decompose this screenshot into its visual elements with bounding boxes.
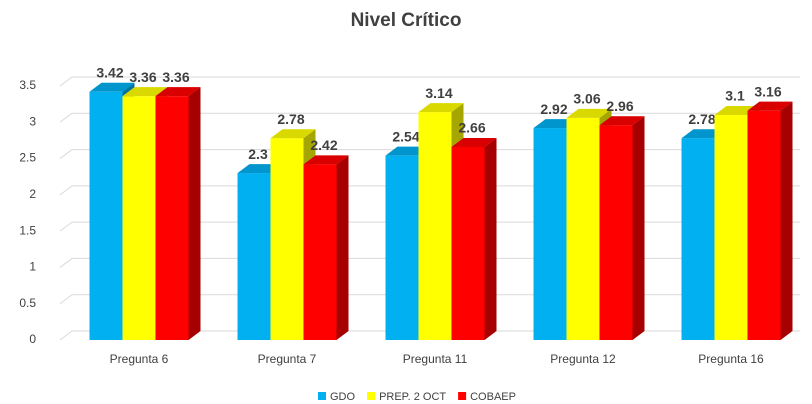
bar (747, 101, 793, 340)
legend-label: COBAEP (470, 391, 516, 403)
bar-front (566, 117, 600, 340)
bar-top-shade (155, 87, 201, 97)
legend-item: GDO (318, 391, 356, 403)
bar-side (484, 137, 497, 340)
bar-side-shade (484, 137, 497, 340)
bar-side-shade (336, 155, 349, 340)
bar-side (780, 101, 793, 340)
legend-swatch (458, 392, 467, 400)
grid-line (59, 76, 800, 87)
bar-side-shade (780, 101, 793, 340)
bar (451, 137, 497, 340)
chart-title: Nivel Crítico (351, 10, 462, 31)
bar-front (681, 138, 715, 340)
legend-swatch (367, 392, 376, 400)
x-tick-label: Pregunta 12 (550, 352, 616, 366)
y-tick-label: 2 (29, 187, 36, 201)
bar-top (155, 87, 201, 97)
y-tick-label: 1.5 (19, 223, 36, 237)
bar-front (451, 146, 485, 340)
bar-top (566, 108, 612, 118)
value-label: 2.92 (540, 101, 567, 117)
bar-top (270, 129, 316, 139)
bar-front (385, 155, 419, 340)
y-tick-label: 0 (29, 332, 36, 346)
bar-front (237, 173, 271, 340)
bar-top (122, 87, 168, 97)
bar-front (303, 164, 337, 340)
legend-swatch (318, 392, 326, 400)
bar-side-shade (188, 87, 201, 340)
value-label: 2.42 (310, 137, 337, 153)
legend-item: PREP. 2 OCT (367, 391, 446, 403)
y-tick-label: 2.5 (19, 151, 36, 165)
bar-top-shade (599, 116, 645, 126)
value-label: 3.36 (162, 69, 189, 85)
bar-top (599, 116, 645, 126)
y-tick-label: 1 (29, 260, 36, 274)
bar-front (747, 110, 781, 340)
legend-label: PREP. 2 OCT (379, 391, 446, 403)
bar-top (418, 103, 464, 113)
value-label: 2.66 (458, 120, 485, 136)
bar-side (336, 155, 349, 340)
bar-top-shade (747, 101, 793, 111)
bar-top (303, 155, 349, 165)
bar-top (747, 101, 793, 111)
bar-front (533, 128, 567, 340)
x-tick-label: Pregunta 6 (110, 352, 169, 366)
bar-top-shade (303, 155, 349, 165)
value-label: 2.78 (277, 111, 304, 127)
x-tick-label: Pregunta 16 (698, 352, 764, 366)
bar-front (122, 96, 156, 340)
bar-top-shade (89, 82, 135, 92)
legend-label: GDO (330, 391, 356, 403)
bar-top-shade (270, 129, 316, 139)
grid-line (59, 112, 800, 123)
y-tick-label: 0.5 (19, 296, 36, 310)
value-label: 3.1 (725, 88, 745, 104)
bar-side-shade (632, 116, 645, 340)
bar-front (89, 91, 123, 340)
bar-front (418, 112, 452, 340)
value-label: 3.06 (573, 91, 600, 107)
value-label: 2.78 (688, 111, 715, 127)
value-label: 3.16 (754, 83, 781, 99)
bar-side (188, 87, 201, 340)
value-label: 3.42 (96, 65, 123, 81)
bar-top (451, 137, 497, 147)
bar-top (89, 82, 135, 92)
bar-front (270, 138, 304, 340)
x-tick-label: Pregunta 7 (258, 352, 317, 366)
bar-top-shade (566, 108, 612, 118)
bar (303, 155, 349, 340)
x-tick-label: Pregunta 11 (403, 352, 468, 366)
value-label: 2.96 (606, 98, 633, 114)
bar-front (155, 96, 189, 340)
value-label: 2.3 (248, 146, 268, 162)
bar-top-shade (418, 103, 464, 113)
bar-front (714, 115, 748, 341)
bar (599, 116, 645, 340)
y-tick-label: 3.5 (19, 78, 36, 92)
value-label: 3.36 (129, 69, 156, 85)
bar (155, 87, 201, 340)
bar-side (632, 116, 645, 340)
value-label: 2.54 (392, 128, 419, 144)
bar-top-shade (122, 87, 168, 97)
y-tick-label: 3 (29, 114, 36, 128)
bar-top-shade (451, 137, 497, 147)
bar-front (599, 125, 633, 340)
value-label: 3.14 (425, 85, 452, 101)
legend-item: COBAEP (458, 391, 516, 403)
